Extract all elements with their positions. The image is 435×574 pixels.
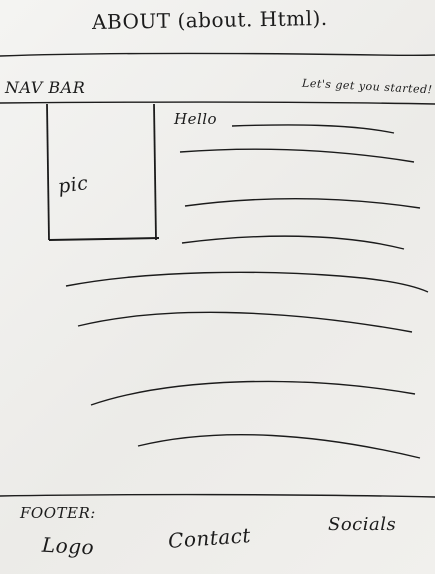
header-divider-line [0,52,435,57]
footer-logo[interactable]: Logo [41,532,95,560]
navbar-bottom-line [0,101,435,105]
hello-heading: Hello [174,110,218,128]
profile-pic-placeholder [46,103,160,241]
footer-divider-line [0,493,435,498]
footer: FOOTER: Logo Contact Socials [0,497,435,574]
navbar: NAV BAR Let's get you started! [0,56,435,104]
profile-pic-label: pic [56,171,90,199]
page-header: ABOUT (about. Html). [0,0,435,56]
page-title: ABOUT (about. Html). [91,5,328,35]
navbar-label: NAV BAR [5,78,86,97]
footer-label: FOOTER: [20,504,96,522]
hello-text-lines [179,124,421,250]
footer-contact-link[interactable]: Contact [167,523,252,553]
body-text-lines [65,271,429,459]
footer-socials-link[interactable]: Socials [328,514,397,535]
navbar-cta[interactable]: Let's get you started! [302,76,434,97]
